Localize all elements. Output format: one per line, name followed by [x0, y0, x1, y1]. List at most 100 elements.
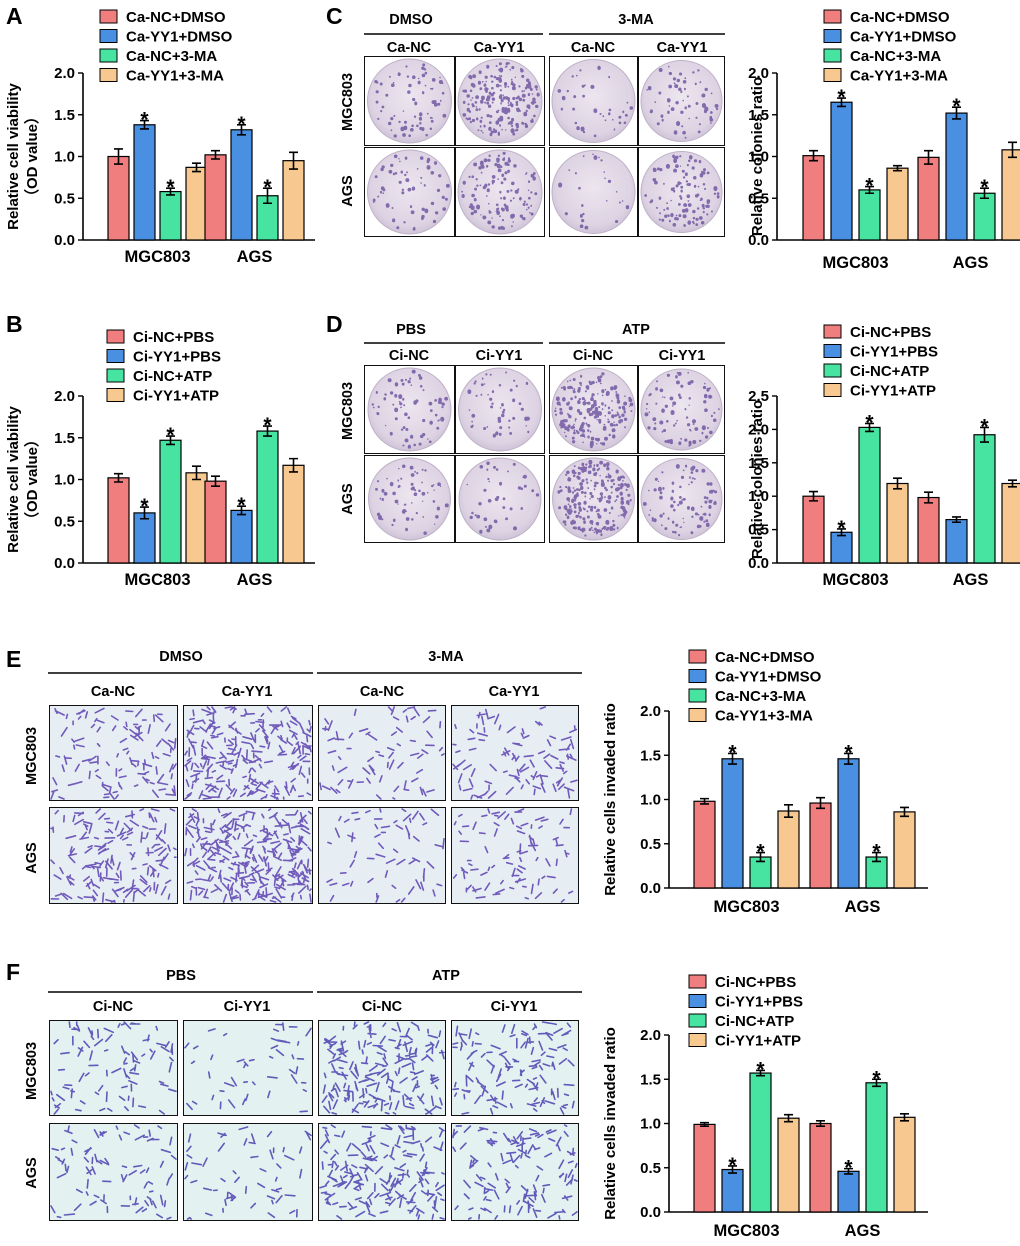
error-bar: [211, 475, 220, 487]
y-tick-label: 0.0: [54, 232, 75, 249]
legend-label: Ci-YY1+ATP: [133, 388, 219, 405]
column-header: Ci-YY1: [224, 999, 271, 1015]
y-axis-label: Relative cell viability: [5, 82, 22, 229]
legend-label: Ca-NC+3-MA: [715, 688, 806, 705]
group-header-pbs: PBS: [166, 968, 196, 984]
row-label: MGC803: [340, 73, 356, 131]
error-bar: [140, 506, 149, 520]
legend-label: Ca-NC+DMSO: [126, 9, 226, 26]
invasion-photo-grid-f: PBS ATP Ci-NC Ci-YY1 Ci-NC Ci-YY1 MGC803…: [24, 968, 582, 1189]
bar: [282, 160, 305, 241]
legend-swatch: [106, 388, 125, 402]
significance-asterisk: *: [872, 841, 881, 864]
bar: [204, 480, 227, 564]
significance-asterisk: *: [980, 176, 989, 199]
panel-letter-f: F: [6, 959, 20, 985]
error-bar: [872, 1078, 881, 1088]
column-header: Ca-NC: [571, 40, 616, 56]
culture-dish: [457, 58, 543, 144]
y-tick-label: 1.5: [640, 747, 661, 764]
legend-swatch: [99, 68, 118, 82]
invaded-cells: [319, 1124, 445, 1220]
invaded-cells: [50, 1124, 177, 1220]
invaded-cells: [452, 1021, 575, 1115]
bar: [973, 192, 996, 241]
bar: [749, 1072, 772, 1213]
panel-letter-d: D: [326, 311, 343, 337]
error-bar: [980, 426, 989, 443]
error-bar: [166, 187, 175, 196]
error-bar: [893, 164, 902, 172]
invaded-cells: [321, 1021, 445, 1115]
legend-label: Ci-NC+ATP: [850, 363, 929, 380]
culture-dish: [458, 457, 542, 541]
row-label: MGC803: [24, 1042, 40, 1100]
invasion-photo-frame: [49, 1123, 178, 1221]
y-axis-label: Relative colonies ratio: [749, 400, 766, 559]
group-header-dmso: DMSO: [389, 12, 433, 28]
invasion-photo-frame: [183, 1123, 313, 1221]
bar: [693, 1123, 716, 1213]
significance-asterisk: *: [865, 175, 874, 198]
error-bar: [952, 106, 961, 120]
error-bar: [728, 752, 737, 765]
y-tick-label: 0.5: [54, 513, 75, 530]
legend-swatch: [688, 708, 707, 722]
bar: [282, 464, 305, 564]
legend-swatch: [106, 329, 125, 344]
error-bar: [237, 505, 246, 516]
error-bar: [192, 465, 201, 481]
invasion-photo-frame: [451, 807, 579, 904]
y-tick-label: 2.0: [748, 65, 769, 82]
error-bar: [952, 516, 961, 524]
y-tick-label: 0.0: [748, 555, 769, 572]
colony-photo-grid-d: PBS ATP Ci-NC Ci-YY1 Ci-NC Ci-YY1 MGC803…: [340, 322, 725, 515]
legend-label: Ca-YY1+3-MA: [126, 68, 224, 85]
significance-asterisk: *: [237, 494, 246, 517]
error-bar: [192, 162, 201, 173]
bar: [886, 482, 909, 564]
significance-asterisk: *: [844, 1157, 853, 1180]
row-label: AGS: [340, 483, 356, 515]
row-label: AGS: [340, 175, 356, 207]
error-bar: [837, 97, 846, 108]
significance-asterisk: *: [865, 411, 874, 434]
invaded-cells: [452, 1124, 578, 1220]
culture-dish: [367, 58, 452, 144]
error-bar: [700, 1121, 709, 1127]
y-tick-label: 1.0: [54, 472, 75, 489]
column-header: Ci-NC: [389, 348, 430, 364]
significance-asterisk: *: [837, 517, 846, 540]
legend-label: Ci-NC+ATP: [133, 368, 212, 385]
invasion-photo-grid-e: DMSO 3-MA Ca-NC Ca-YY1 Ca-NC Ca-YY1 MGC8…: [24, 649, 582, 874]
error-bar: [865, 185, 874, 195]
error-bar: [924, 491, 933, 504]
bar: [777, 1117, 800, 1213]
culture-dish: [640, 368, 723, 451]
error-bar: [263, 425, 272, 437]
error-bar: [924, 149, 933, 165]
error-bar: [900, 806, 909, 818]
invaded-cells: [452, 808, 574, 903]
legend-swatch: [823, 324, 842, 339]
significance-asterisk: *: [756, 1058, 765, 1081]
significance-asterisk: *: [263, 414, 272, 437]
bar: [230, 509, 253, 564]
row-label: MGC803: [24, 727, 40, 785]
x-category-label: MGC803: [822, 254, 888, 272]
y-tick-label: 1.0: [748, 488, 769, 505]
bar: [1001, 149, 1020, 241]
error-bar: [237, 123, 246, 136]
bar-chart-a: 0.0 0.5 1.0 1.5 2.0 Relative cell viability （O…: [5, 9, 315, 266]
bar: [107, 155, 130, 241]
x-category-label: AGS: [237, 571, 273, 589]
significance-asterisk: *: [844, 741, 853, 764]
bar: [917, 156, 940, 241]
bar: [973, 434, 996, 564]
y-axis-label: Relative cell viability: [5, 405, 22, 552]
significance-asterisk: *: [263, 176, 272, 199]
bar: [777, 810, 800, 889]
invaded-cells: [50, 808, 177, 903]
bar-chart-e: 0.0 0.5 1.0 1.5 2.0 Relative cells invaded ra…: [602, 649, 928, 916]
